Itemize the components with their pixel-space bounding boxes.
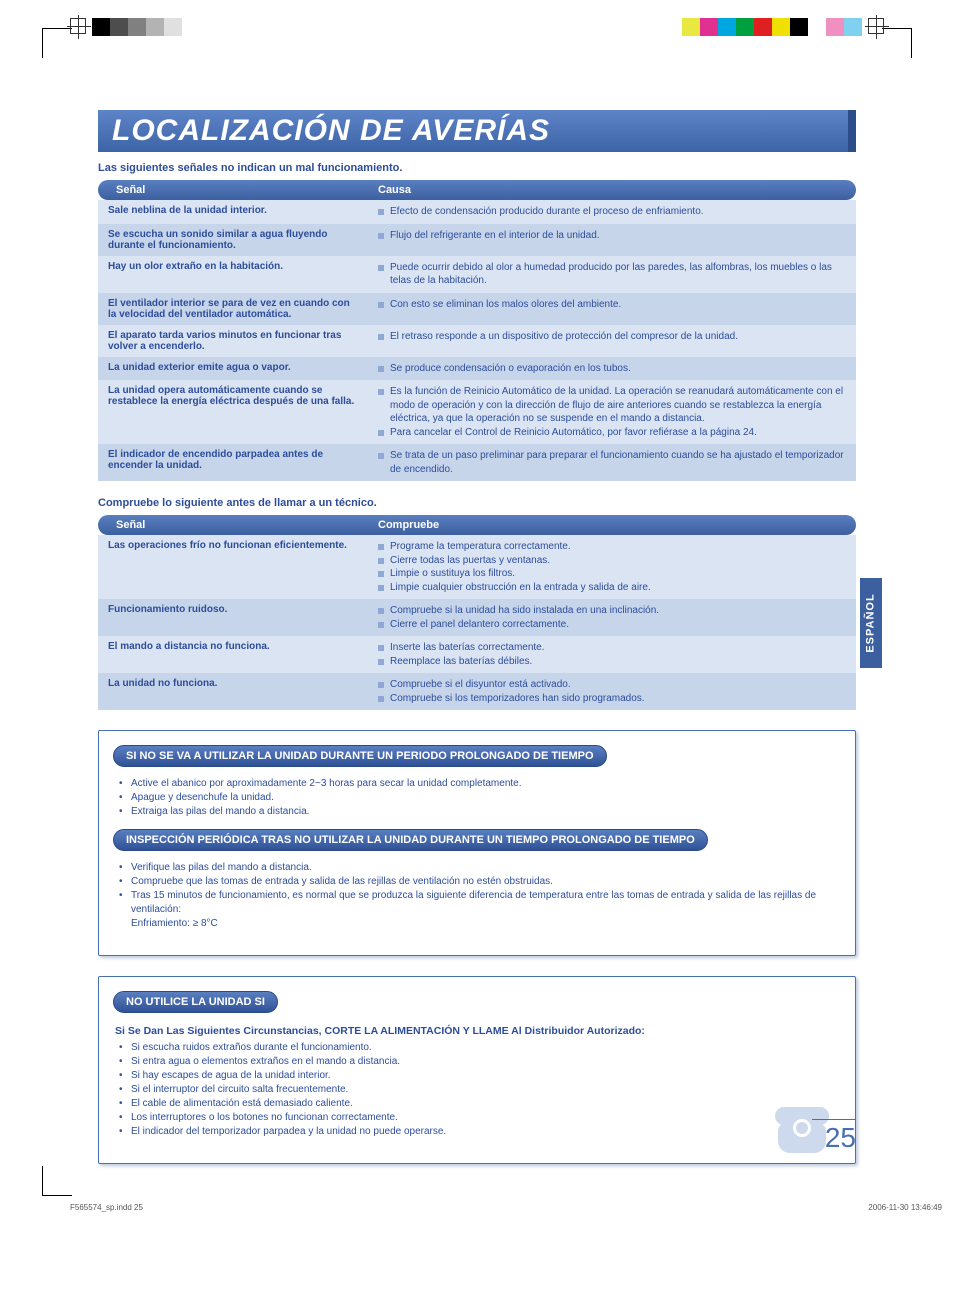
table-signals-causes: Señal Causa Sale neblina de la unidad in… xyxy=(98,180,856,481)
table-row-cause: Se produce condensación o evaporación en… xyxy=(368,357,856,381)
title-edge xyxy=(848,110,856,152)
crop-mark-bl xyxy=(42,1166,72,1196)
table-row-signal: La unidad opera automáticamente cuando s… xyxy=(98,380,368,444)
footer-date: 2006-11-30 13:46:49 xyxy=(868,1203,942,1212)
table-row-signal: La unidad exterior emite agua o vapor. xyxy=(98,357,368,381)
sub-heading-circumstances: Si Se Dan Las Siguientes Circunstancias,… xyxy=(115,1025,841,1037)
pill-long-period: SI NO SE VA A UTILIZAR LA UNIDAD DURANTE… xyxy=(113,745,607,767)
table-row-signal: Hay un olor extraño en la habitación. xyxy=(98,256,368,293)
table-row-signal: El ventilador interior se para de vez en… xyxy=(98,293,368,325)
info-box-long-period: SI NO SE VA A UTILIZAR LA UNIDAD DURANTE… xyxy=(98,730,856,956)
table-row-signal: Las operaciones frío no funcionan eficie… xyxy=(98,535,368,599)
table-row-cause: Es la función de Reinicio Automático de … xyxy=(368,380,856,444)
table-row-signal: El indicador de encendido parpadea antes… xyxy=(98,444,368,481)
table-row-cause: Flujo del refrigerante en el interior de… xyxy=(368,224,856,256)
info-box-do-not-use: NO UTILICE LA UNIDAD SI Si Se Dan Las Si… xyxy=(98,976,856,1164)
table-row-cause: Compruebe si el disyuntor está activado.… xyxy=(368,673,856,710)
table-row-signal: La unidad no funciona. xyxy=(98,673,368,710)
th-signal2: Señal xyxy=(98,515,368,535)
footer: F565574_sp.indd 25 2006-11-30 13:46:49 xyxy=(70,1203,942,1212)
title-bar: LOCALIZACIÓN DE AVERÍAS xyxy=(98,110,856,152)
list-do-not-use: Si escucha ruidos extraños durante el fu… xyxy=(119,1041,841,1139)
table-signals-check: Señal Compruebe Las operaciones frío no … xyxy=(98,515,856,710)
list-long-period: Active el abanico por aproximadamente 2~… xyxy=(119,777,841,819)
pill-do-not-use: NO UTILICE LA UNIDAD SI xyxy=(113,991,278,1013)
intro-text-2: Compruebe lo siguiente antes de llamar a… xyxy=(98,497,856,509)
table-row-cause: Puede ocurrir debido al olor a humedad p… xyxy=(368,256,856,293)
table-row-signal: El aparato tarda varios minutos en funci… xyxy=(98,325,368,357)
list-periodic-inspection: Verifique las pilas del mando a distanci… xyxy=(119,861,841,931)
table-row-signal: El mando a distancia no funciona. xyxy=(98,636,368,673)
table-row-cause: Efecto de condensación producido durante… xyxy=(368,200,856,224)
pill-periodic-inspection: INSPECCIÓN PERIÓDICA TRAS NO UTILIZAR LA… xyxy=(113,829,708,851)
language-tab: ESPAÑOL xyxy=(860,578,882,668)
table-row-signal: Funcionamiento ruidoso. xyxy=(98,599,368,636)
page-number: 25 xyxy=(812,1119,856,1154)
th-signal: Señal xyxy=(98,180,368,200)
table-row-cause: Programe la temperatura correctamente.Ci… xyxy=(368,535,856,599)
table-row-cause: El retraso responde a un dispositivo de … xyxy=(368,325,856,357)
th-check: Compruebe xyxy=(368,515,856,535)
intro-text-1: Las siguientes señales no indican un mal… xyxy=(98,162,856,174)
table-row-signal: Se escucha un sonido similar a agua fluy… xyxy=(98,224,368,256)
table-row-cause: Con esto se eliminan los malos olores de… xyxy=(368,293,856,325)
table-row-cause: Se trata de un paso preliminar para prep… xyxy=(368,444,856,481)
th-cause: Causa xyxy=(368,180,856,200)
table-row-cause: Compruebe si la unidad ha sido instalada… xyxy=(368,599,856,636)
table-row-signal: Sale neblina de la unidad interior. xyxy=(98,200,368,224)
page-title: LOCALIZACIÓN DE AVERÍAS xyxy=(112,114,550,148)
footer-file: F565574_sp.indd 25 xyxy=(70,1203,143,1212)
table-row-cause: Inserte las baterías correctamente.Reemp… xyxy=(368,636,856,673)
page-content: LOCALIZACIÓN DE AVERÍAS Las siguientes s… xyxy=(0,0,954,1224)
